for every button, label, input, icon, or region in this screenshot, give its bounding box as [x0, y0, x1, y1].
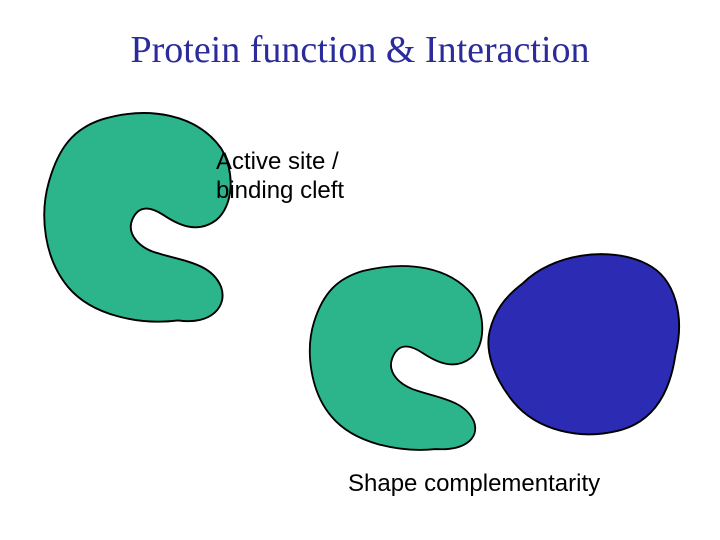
active-site-label-line1: Active site /	[216, 148, 344, 177]
shape-complementarity-label: Shape complementarity	[348, 470, 600, 498]
protein-blob-2	[290, 260, 500, 460]
protein-blob-1	[30, 110, 240, 330]
slide-title: Protein function & Interaction	[0, 28, 720, 72]
active-site-label: Active site / binding cleft	[216, 148, 344, 206]
ligand-blob	[480, 245, 690, 445]
active-site-label-line2: binding cleft	[216, 177, 344, 206]
